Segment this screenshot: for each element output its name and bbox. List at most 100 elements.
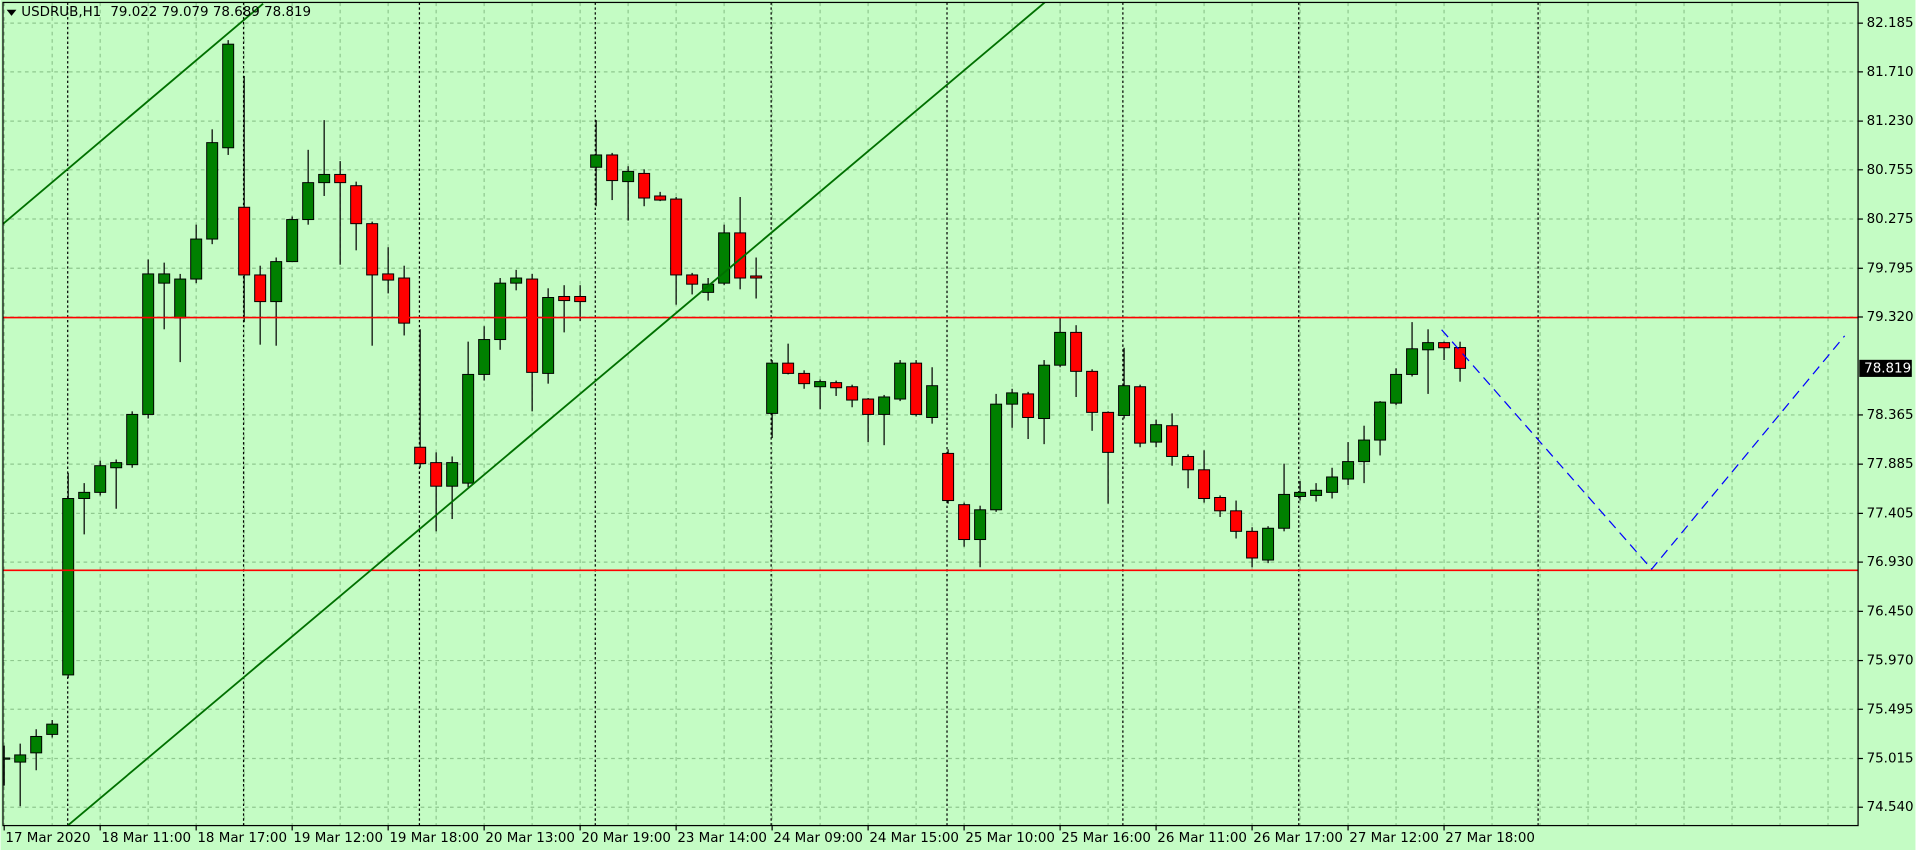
candle-body: [318, 173, 331, 184]
candle-body: [686, 274, 699, 285]
candle-body: [702, 283, 715, 293]
candle-body: [542, 297, 555, 374]
candle-body: [302, 182, 315, 221]
candle-body: [110, 462, 123, 469]
candle-body: [286, 219, 299, 263]
y-tick-label: 81.230: [1867, 114, 1914, 129]
header: USDRUB,H1 79.022 79.079 78.689 78.819: [21, 5, 311, 20]
x-tick-label: 25 Mar 10:00: [965, 831, 1055, 846]
low: 78.689: [213, 5, 260, 20]
candle-body: [1182, 455, 1195, 471]
candle-body: [622, 170, 635, 183]
candle-body: [366, 223, 379, 276]
candle-body: [990, 403, 1003, 511]
x-tick-label: 25 Mar 16:00: [1061, 831, 1151, 846]
y-tick-label: 75.970: [1867, 654, 1914, 669]
x-tick-label: 26 Mar 17:00: [1253, 831, 1343, 846]
candle-body: [494, 282, 507, 341]
candle-body: [1246, 530, 1259, 559]
candle-body: [1214, 497, 1227, 512]
candle-body: [222, 43, 235, 149]
candle-body: [846, 386, 859, 401]
candle-body: [254, 274, 267, 303]
candle-body: [2, 757, 11, 760]
x-tick-label: 27 Mar 12:00: [1349, 831, 1439, 846]
candle-body: [78, 491, 91, 500]
candle-body: [1326, 476, 1339, 493]
x-tick-label: 18 Mar 11:00: [101, 831, 191, 846]
candle-body: [174, 278, 187, 319]
candle-body: [158, 273, 171, 284]
y-tick-label: 77.885: [1867, 457, 1914, 472]
candle-body: [62, 498, 75, 676]
candle-body: [590, 154, 603, 168]
candle-body: [910, 362, 923, 415]
x-tick-label: 19 Mar 18:00: [389, 831, 479, 846]
candle-body: [142, 273, 155, 415]
candle-body: [478, 339, 491, 375]
candle-body: [238, 206, 251, 276]
y-tick-label: 82.185: [1867, 16, 1914, 31]
x-tick-label: 24 Mar 09:00: [773, 831, 863, 846]
candle-body: [46, 723, 59, 735]
candle-body: [1150, 424, 1163, 443]
candle-body: [574, 295, 587, 303]
candle-body: [558, 295, 571, 302]
price-label: 78.819: [1864, 361, 1911, 376]
candle-body: [958, 504, 971, 541]
candle-body: [462, 373, 475, 484]
symbol: USDRUB,H1: [21, 5, 101, 20]
candle-body: [830, 382, 843, 389]
candle-body: [606, 154, 619, 182]
candle-body: [638, 172, 651, 199]
candle-body: [814, 381, 827, 388]
candle-body: [654, 195, 667, 201]
candle-body: [1230, 510, 1243, 532]
close: 78.819: [264, 5, 311, 20]
y-tick-label: 75.015: [1867, 752, 1914, 767]
candle-body: [670, 198, 683, 276]
y-tick-label: 74.540: [1867, 800, 1914, 815]
candle-body: [206, 142, 219, 240]
candle-body: [1294, 491, 1307, 497]
candle-body: [1134, 386, 1147, 444]
x-tick-label: 24 Mar 15:00: [869, 831, 959, 846]
candle-body: [1374, 401, 1387, 441]
candle-body: [878, 396, 891, 415]
candle-body: [1406, 348, 1419, 375]
candle-body: [1022, 393, 1035, 418]
candle-body: [782, 362, 795, 374]
x-tick-label: 20 Mar 19:00: [581, 831, 671, 846]
candle-body: [270, 261, 283, 303]
candle-body: [942, 452, 955, 502]
y-tick-label: 75.495: [1867, 702, 1914, 717]
candle-body: [1102, 411, 1115, 453]
candle-body: [1086, 370, 1099, 413]
x-tick-label: 20 Mar 13:00: [485, 831, 575, 846]
candle-body: [766, 362, 779, 414]
candle-body: [798, 372, 811, 385]
candle-body: [14, 754, 27, 763]
candle-body: [94, 465, 107, 493]
x-tick-label: 17 Mar 2020: [5, 831, 90, 846]
candle-body: [862, 398, 875, 415]
candle-body: [350, 185, 363, 225]
candle-body: [750, 275, 763, 279]
candle-body: [1054, 331, 1067, 366]
candle-body: [1454, 347, 1467, 369]
candle-body: [430, 462, 443, 487]
candle-body: [1038, 364, 1051, 420]
y-tick-label: 79.320: [1867, 310, 1914, 325]
y-tick-label: 77.405: [1867, 506, 1914, 521]
x-tick-label: 18 Mar 17:00: [197, 831, 287, 846]
y-tick-label: 78.365: [1867, 408, 1914, 423]
candle-body: [398, 277, 411, 324]
candle-body: [190, 238, 203, 280]
menu-arrow[interactable]: [6, 9, 17, 16]
candle-body: [414, 446, 427, 465]
candle-body: [126, 413, 139, 466]
candle-body: [974, 509, 987, 541]
candle-body: [334, 173, 347, 184]
open: 79.022: [110, 5, 157, 20]
